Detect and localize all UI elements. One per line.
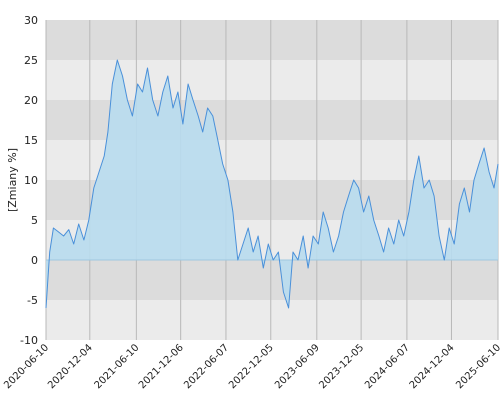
y-tick-label: 10 [24, 174, 38, 187]
x-tick-label: 2023-06-09 [273, 342, 322, 391]
y-tick-label: 5 [31, 214, 38, 227]
y-axis-label: [Zmiany %] [6, 148, 19, 212]
x-tick-label: 2021-06-10 [93, 342, 142, 391]
y-tick-label: 15 [24, 134, 38, 147]
background-band [46, 260, 498, 300]
y-axis-ticks: 30 25 20 15 10 5 0 -5 -10 [20, 14, 38, 347]
x-tick-label: 2024-06-07 [363, 342, 412, 391]
y-tick-label: 20 [24, 94, 38, 107]
x-tick-label: 2022-06-07 [182, 342, 231, 391]
x-axis-ticks: 2020-06-102020-12-042021-06-102021-12-06… [2, 342, 500, 391]
x-tick-label: 2025-06-10 [454, 342, 500, 391]
x-tick-label: 2021-12-06 [137, 342, 186, 391]
y-tick-label: 0 [31, 254, 38, 267]
y-tick-label: 25 [24, 54, 38, 67]
background-band [46, 300, 498, 340]
background-band [46, 20, 498, 60]
y-tick-label: -5 [27, 294, 38, 307]
x-tick-label: 2024-12-04 [408, 342, 457, 391]
y-tick-label: 30 [24, 14, 38, 27]
series-line [45, 59, 499, 309]
x-tick-label: 2020-12-04 [46, 342, 95, 391]
x-tick-label: 2023-12-05 [317, 342, 366, 391]
x-tick-label: 2022-12-05 [227, 342, 276, 391]
x-tick-label: 2020-06-10 [2, 342, 51, 391]
y-tick-label: -10 [20, 334, 38, 347]
